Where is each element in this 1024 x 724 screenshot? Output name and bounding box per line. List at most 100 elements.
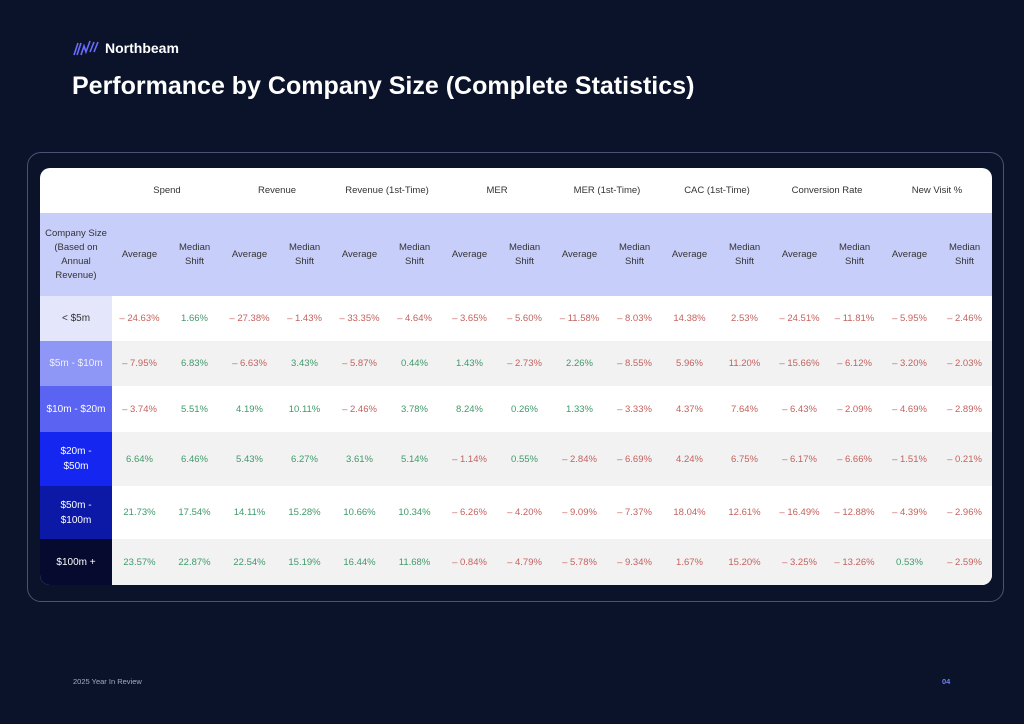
stat-cell: 17.54%	[178, 507, 211, 518]
median-shift-header: Median Shift	[497, 213, 552, 296]
stat-cell: – 2.84%	[552, 432, 607, 486]
average-header: Average	[552, 213, 607, 296]
average-header: Average	[332, 213, 387, 296]
company-size-label: $20m - $50m	[40, 432, 112, 486]
stat-cell: 2.53%	[731, 313, 758, 324]
median-shift-header: Median Shift	[717, 213, 772, 296]
northbeam-logo-icon	[73, 40, 99, 56]
stat-cell: 14.11%	[233, 507, 266, 518]
stat-cell: 6.83%	[167, 341, 222, 386]
stat-cell: – 6.26%	[452, 507, 487, 518]
stat-cell: 1.67%	[662, 539, 717, 585]
stat-cell: 10.11%	[288, 403, 321, 415]
average-header: Average	[112, 213, 167, 296]
stat-cell: 5.96%	[662, 341, 717, 386]
table-frame	[27, 152, 1004, 602]
group-header: Spend	[153, 185, 181, 196]
table-row: $20m - $50m 6.64% 6.46% 5.43% 6.27% 3.61% 5.14…	[40, 432, 992, 486]
stat-cell: – 7.95%	[112, 341, 167, 386]
stat-cell: – 11.58%	[559, 313, 600, 324]
median-shift-header: Median Shift	[167, 213, 222, 296]
stat-cell: – 4.79%	[497, 539, 552, 585]
stat-cell: – 2.03%	[937, 341, 992, 386]
stat-cell: – 27.38%	[229, 313, 270, 324]
stat-cell: 14.38%	[673, 313, 706, 324]
table-row: $5m - $10m – 7.95% 6.83% – 6.63% 3.43% – 5.87…	[40, 341, 992, 386]
stat-cell: – 12.88%	[834, 507, 875, 518]
stat-cell: 8.24%	[456, 403, 483, 415]
stat-cell: 1.43%	[442, 341, 497, 386]
group-header: Revenue (1st-Time)	[345, 185, 429, 196]
group-header: MER	[486, 185, 508, 196]
average-header: Average	[882, 213, 937, 296]
average-header: Average	[442, 213, 497, 296]
stat-cell: 16.44%	[332, 539, 387, 585]
stat-cell: – 33.35%	[339, 313, 380, 324]
stats-table-card: Spend Revenue Revenue (1st-Time) MER MER (1s…	[40, 168, 992, 585]
group-header: CAC (1st-Time)	[684, 185, 750, 196]
stat-cell: – 4.69%	[892, 403, 927, 415]
stat-cell: – 5.60%	[507, 313, 542, 324]
stat-cell: – 2.96%	[947, 507, 982, 518]
stat-cell: – 2.59%	[937, 539, 992, 585]
median-shift-header: Median Shift	[937, 213, 992, 296]
stat-cell: – 2.46%	[342, 403, 377, 415]
stat-cell: 6.27%	[277, 432, 332, 486]
stat-cell: – 15.66%	[772, 341, 827, 386]
stat-cell: – 0.21%	[937, 432, 992, 486]
group-header: Conversion Rate	[791, 185, 863, 196]
brand-name: Northbeam	[105, 40, 179, 56]
stat-cell: – 3.65%	[452, 313, 487, 324]
stat-cell: 1.33%	[566, 403, 593, 415]
stat-cell: – 8.55%	[607, 341, 662, 386]
company-size-label: $50m - $100m	[40, 486, 112, 539]
stat-cell: – 9.34%	[607, 539, 662, 585]
group-header: New Visit %	[911, 185, 963, 196]
stat-cell: – 2.46%	[947, 313, 982, 324]
table-row: < $5m – 24.63% 1.66% – 27.38% – 1.43% – 33.35…	[40, 296, 992, 341]
stat-cell: – 4.20%	[507, 507, 542, 518]
stat-cell: 23.57%	[112, 539, 167, 585]
group-header: MER (1st-Time)	[573, 185, 641, 196]
stat-cell: 22.54%	[222, 539, 277, 585]
stat-cell: 6.46%	[167, 432, 222, 486]
stat-cell: 4.24%	[662, 432, 717, 486]
stat-cell: 0.55%	[497, 432, 552, 486]
stat-cell: 1.66%	[181, 313, 208, 324]
stat-cell: 10.34%	[398, 507, 431, 518]
stat-cell: – 3.74%	[122, 403, 157, 415]
stat-cell: 21.73%	[123, 507, 156, 518]
median-shift-header: Median Shift	[607, 213, 662, 296]
stat-cell: – 5.78%	[552, 539, 607, 585]
stat-cell: 15.19%	[277, 539, 332, 585]
stat-cell: – 6.12%	[827, 341, 882, 386]
median-shift-header: Median Shift	[827, 213, 882, 296]
stat-cell: 6.64%	[112, 432, 167, 486]
stat-cell: 3.78%	[401, 403, 428, 415]
stat-cell: – 3.25%	[772, 539, 827, 585]
stat-cell: 18.04%	[673, 507, 706, 518]
stat-cell: 5.43%	[222, 432, 277, 486]
stat-cell: – 4.64%	[397, 313, 432, 324]
stat-cell: 15.28%	[288, 507, 321, 518]
stat-cell: 0.53%	[882, 539, 937, 585]
stat-cell: 10.66%	[343, 507, 376, 518]
stat-cell: – 6.43%	[782, 403, 817, 415]
brand-logo: Northbeam	[73, 40, 179, 56]
table-row: $100m +23.57% 22.87% 22.54% 15.19% 16.44% 11.…	[40, 539, 992, 585]
median-shift-header: Median Shift	[277, 213, 332, 296]
page-title: Performance by Company Size (Complete St…	[72, 72, 695, 100]
stat-cell: – 5.87%	[332, 341, 387, 386]
sub-header-row: Company Size (Based on Annual Revenue) A…	[40, 213, 992, 296]
stat-cell: – 9.09%	[562, 507, 597, 518]
company-size-label: $10m - $20m	[40, 386, 112, 432]
page-number: 04	[942, 677, 951, 686]
stat-cell: – 1.14%	[442, 432, 497, 486]
median-shift-header: Median Shift	[387, 213, 442, 296]
stat-cell: 0.26%	[511, 403, 538, 415]
stat-cell: – 24.51%	[779, 313, 820, 324]
stat-cell: 12.61%	[728, 507, 761, 518]
stat-cell: 11.20%	[717, 341, 772, 386]
stat-cell: – 7.37%	[617, 507, 652, 518]
stat-cell: 0.44%	[387, 341, 442, 386]
